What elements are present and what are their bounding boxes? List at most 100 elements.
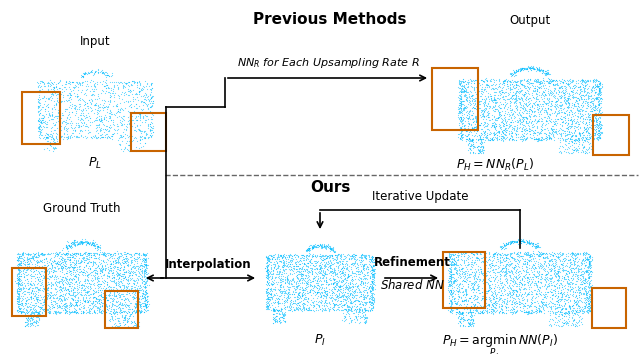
Point [51, 259, 61, 264]
Point [527, 292, 538, 297]
Point [503, 240, 513, 245]
Point [104, 73, 115, 78]
Point [268, 307, 278, 312]
Point [541, 101, 551, 107]
Point [132, 105, 142, 111]
Point [362, 293, 372, 299]
Point [129, 291, 139, 297]
Point [125, 272, 135, 278]
Point [58, 301, 68, 307]
Point [85, 239, 95, 245]
Point [273, 300, 283, 306]
Point [68, 269, 78, 275]
Point [444, 293, 454, 299]
Point [125, 301, 136, 306]
Point [517, 91, 527, 97]
Point [82, 86, 92, 92]
Point [521, 86, 531, 91]
Point [478, 255, 488, 260]
Point [470, 278, 480, 284]
Point [302, 281, 312, 286]
Point [555, 115, 565, 121]
Point [35, 123, 45, 129]
Point [99, 251, 109, 257]
Point [586, 95, 596, 101]
Point [509, 239, 519, 245]
Point [477, 107, 487, 113]
Point [534, 129, 545, 135]
Point [72, 284, 82, 289]
Point [544, 76, 554, 82]
Point [449, 257, 460, 262]
Point [297, 293, 307, 298]
Point [509, 96, 519, 102]
Point [557, 267, 567, 273]
Point [517, 109, 527, 114]
Point [337, 266, 347, 271]
Point [312, 244, 323, 250]
Point [52, 306, 63, 311]
Point [554, 88, 564, 94]
Point [515, 99, 525, 104]
Point [98, 134, 108, 140]
Point [286, 297, 296, 303]
Point [102, 282, 113, 288]
Point [541, 71, 551, 76]
Point [561, 97, 572, 103]
Point [45, 261, 56, 267]
Point [146, 127, 156, 133]
Point [275, 273, 285, 279]
Point [70, 302, 80, 307]
Point [349, 297, 360, 303]
Point [287, 301, 297, 307]
Point [500, 241, 511, 247]
Point [13, 285, 23, 291]
Point [294, 258, 304, 264]
Point [518, 107, 528, 112]
Point [569, 144, 579, 149]
Point [39, 298, 49, 303]
Point [90, 255, 100, 261]
Point [509, 127, 519, 133]
Point [310, 290, 320, 295]
Point [461, 257, 471, 263]
Point [513, 237, 524, 242]
Point [74, 134, 84, 140]
Point [328, 307, 339, 312]
Point [19, 268, 29, 274]
Point [95, 80, 105, 85]
Point [353, 298, 363, 304]
Point [509, 95, 520, 101]
Point [499, 123, 509, 129]
Point [13, 291, 24, 297]
Point [120, 105, 130, 111]
Point [113, 108, 123, 114]
Point [276, 253, 287, 259]
Point [477, 139, 487, 145]
Point [42, 80, 52, 86]
Point [73, 275, 83, 280]
Point [264, 275, 274, 281]
Point [546, 268, 556, 273]
Point [24, 261, 34, 267]
Point [509, 114, 520, 119]
Point [109, 126, 119, 131]
Point [330, 283, 340, 289]
Point [499, 246, 509, 251]
Point [107, 316, 117, 322]
Point [23, 252, 33, 258]
Point [581, 291, 591, 297]
Point [126, 266, 136, 272]
Point [564, 124, 574, 129]
Point [361, 295, 371, 301]
Point [531, 241, 541, 247]
Point [99, 83, 109, 88]
Point [71, 274, 81, 280]
Point [262, 287, 273, 292]
Point [84, 116, 95, 121]
Point [68, 298, 78, 303]
Point [462, 104, 472, 109]
Point [84, 263, 94, 269]
Point [541, 285, 552, 291]
Point [565, 124, 575, 129]
